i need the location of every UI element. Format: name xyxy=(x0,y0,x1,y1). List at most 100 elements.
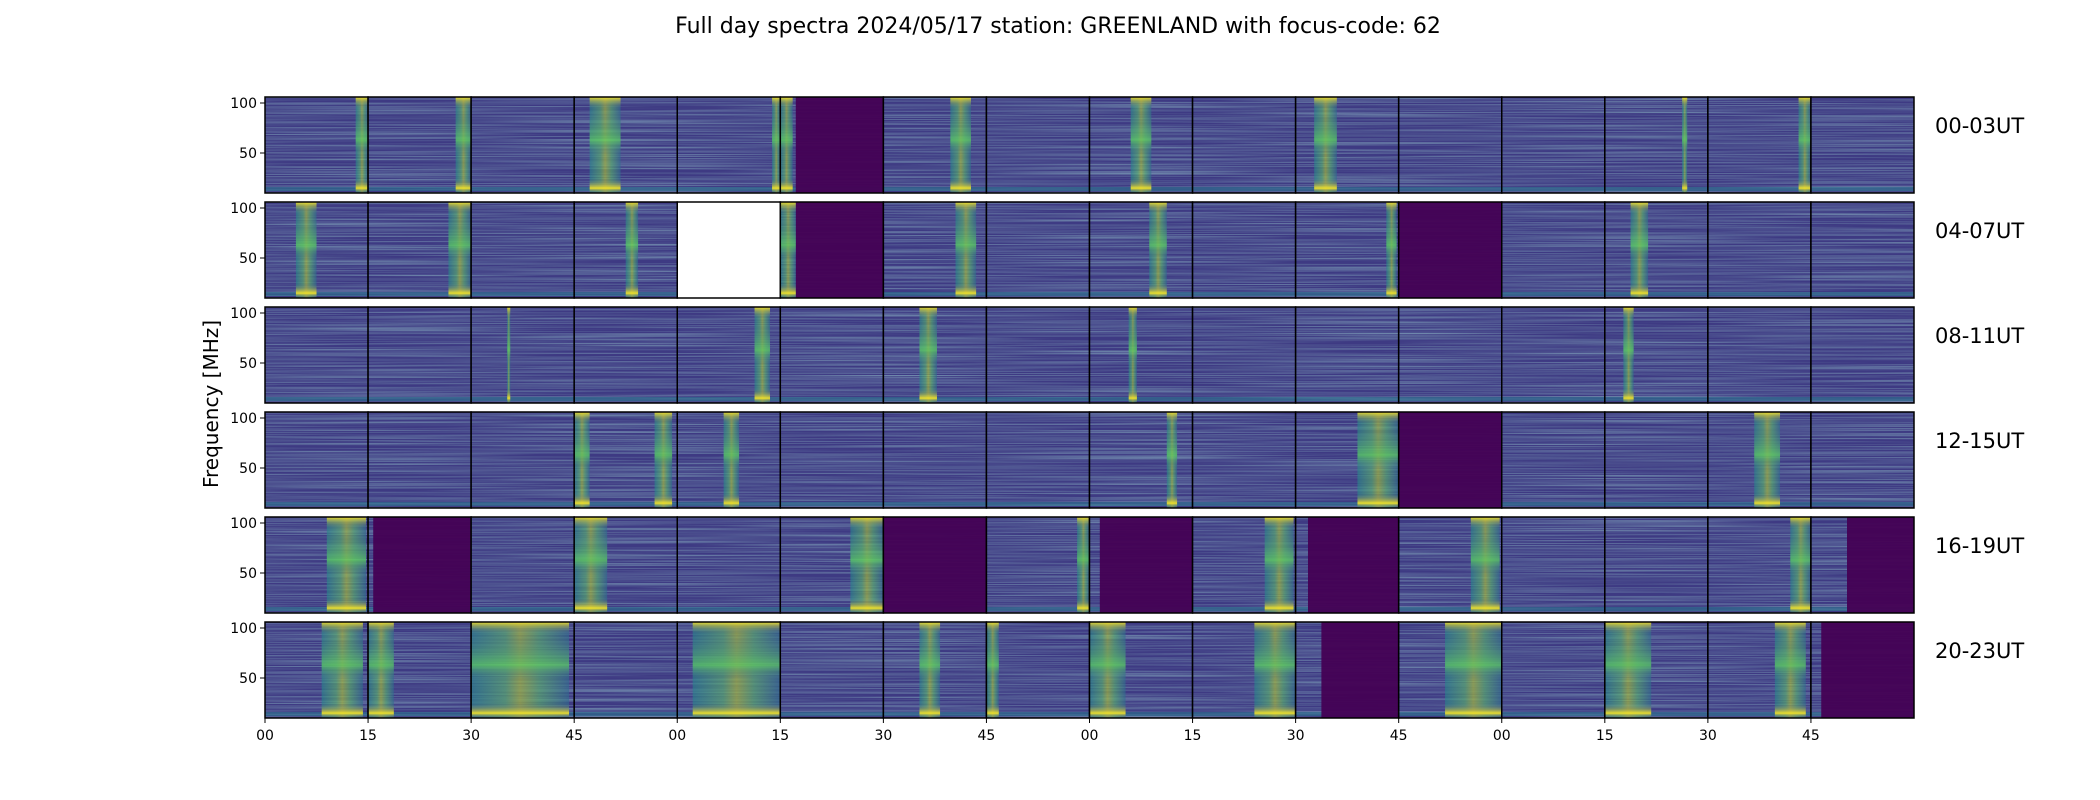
spectrum-panel xyxy=(1604,621,1709,719)
spectrum-panel xyxy=(1501,516,1606,614)
spectrum-panel xyxy=(985,516,1091,614)
spectrum-panel xyxy=(470,621,575,719)
x-tick-label: 15 xyxy=(359,728,377,744)
panel-frame xyxy=(1810,621,1915,719)
interference-band xyxy=(1604,187,1708,191)
spectrum-panel xyxy=(882,516,988,614)
x-tick-label: 45 xyxy=(1802,728,1820,744)
row-time-label: 04-07UT xyxy=(1935,219,2024,243)
spectrum-panel xyxy=(1707,96,1812,194)
spectrum-panel xyxy=(470,516,575,614)
burst-intensity xyxy=(1254,622,1296,718)
spectrum-panel xyxy=(1707,621,1812,719)
burst-intensity xyxy=(950,97,971,193)
panel-noise xyxy=(1089,307,1193,403)
interference-band xyxy=(574,607,678,611)
interference-band xyxy=(1398,607,1502,611)
burst-intensity xyxy=(955,202,977,298)
row-time-label: 08-11UT xyxy=(1935,324,2024,348)
panel-noise xyxy=(368,97,472,193)
panel-noise xyxy=(1192,97,1296,193)
spectrum-panel xyxy=(779,516,885,614)
spectrum-panel xyxy=(1191,411,1297,509)
panel-noise xyxy=(1810,412,1914,508)
burst-intensity xyxy=(1386,202,1397,298)
y-tick-label: 50 xyxy=(239,566,257,582)
spectrum-panel xyxy=(779,411,885,509)
spectrum-panel xyxy=(779,201,885,299)
interference-band xyxy=(368,187,472,191)
row-time-label: 00-03UT xyxy=(1935,114,2024,138)
x-tick-label: 45 xyxy=(978,728,996,744)
spectrum-panel xyxy=(1088,201,1194,299)
y-tick-label: 100 xyxy=(230,411,257,427)
spectra-row: 50 100 20-23UT xyxy=(230,621,2024,719)
panel-noise xyxy=(986,97,1090,193)
burst-intensity xyxy=(295,202,317,298)
panel-noise xyxy=(265,412,369,508)
x-tick-label: 15 xyxy=(771,728,789,744)
spectrum-panel xyxy=(1604,516,1709,614)
panel-noise xyxy=(471,97,575,193)
spectrum-panel xyxy=(1088,306,1194,404)
interference-band xyxy=(265,397,369,401)
interference-band xyxy=(986,607,1090,611)
y-tick-label: 50 xyxy=(239,671,257,687)
spectrum-panel xyxy=(1810,96,1915,194)
dark-region xyxy=(1321,622,1399,718)
burst-intensity xyxy=(1682,97,1688,193)
burst-intensity xyxy=(654,412,673,508)
x-axis-ticks: 00 15 30 45 00 15 30 45 00 15 30 45 00 15 30 45 xyxy=(256,718,1820,744)
spectrum-panel xyxy=(264,306,369,404)
spectrum-panel xyxy=(882,306,988,404)
interference-band xyxy=(1089,502,1193,506)
burst-intensity xyxy=(368,622,394,718)
interference-band xyxy=(677,397,781,401)
interference-band xyxy=(1501,607,1605,611)
panel-noise xyxy=(780,307,884,403)
interference-band xyxy=(1398,187,1502,191)
dark-region xyxy=(1398,412,1502,508)
burst-intensity xyxy=(1774,622,1806,718)
x-tick-label: 45 xyxy=(565,728,583,744)
spectrum-panel xyxy=(1604,306,1709,404)
spectrum-panel xyxy=(1707,306,1812,404)
burst-intensity xyxy=(919,622,941,718)
spectrum-panel xyxy=(1501,96,1606,194)
y-tick-label: 50 xyxy=(239,251,257,267)
interference-band xyxy=(574,712,678,716)
spectrum-panel xyxy=(264,201,369,299)
panel-noise xyxy=(1707,97,1811,193)
burst-intensity xyxy=(754,307,771,403)
row-time-label: 16-19UT xyxy=(1935,534,2024,558)
burst-intensity xyxy=(1604,622,1652,718)
spectrum-panel xyxy=(573,306,678,404)
x-tick-label: 00 xyxy=(1081,728,1099,744)
spectrum-panel xyxy=(1294,201,1400,299)
spectrum-panel xyxy=(985,621,1091,719)
burst-intensity xyxy=(780,97,793,193)
spectrum-panel xyxy=(985,306,1091,404)
interference-band xyxy=(1192,187,1296,191)
interference-band xyxy=(780,607,884,611)
x-tick-label: 30 xyxy=(1287,728,1305,744)
interference-band xyxy=(677,607,781,611)
interference-band xyxy=(265,502,369,506)
spectrum-panel xyxy=(1810,621,1915,719)
interference-band xyxy=(1501,712,1605,716)
panel-noise xyxy=(368,412,472,508)
spectrum-panel xyxy=(470,411,575,509)
interference-band xyxy=(1810,292,1914,296)
panel-frame xyxy=(1810,516,1915,614)
spectrum-panel xyxy=(1810,306,1915,404)
spectrum-panel xyxy=(367,516,472,614)
y-tick-label: 50 xyxy=(239,356,257,372)
spectrum-panel xyxy=(264,411,369,509)
panel-noise xyxy=(1192,202,1296,298)
interference-band xyxy=(1604,607,1708,611)
interference-band xyxy=(368,712,472,716)
panel-noise xyxy=(1398,97,1502,193)
spectrum-panel xyxy=(1501,621,1606,719)
spectrum-panel xyxy=(1294,411,1400,509)
spectrum-panel xyxy=(367,201,472,299)
